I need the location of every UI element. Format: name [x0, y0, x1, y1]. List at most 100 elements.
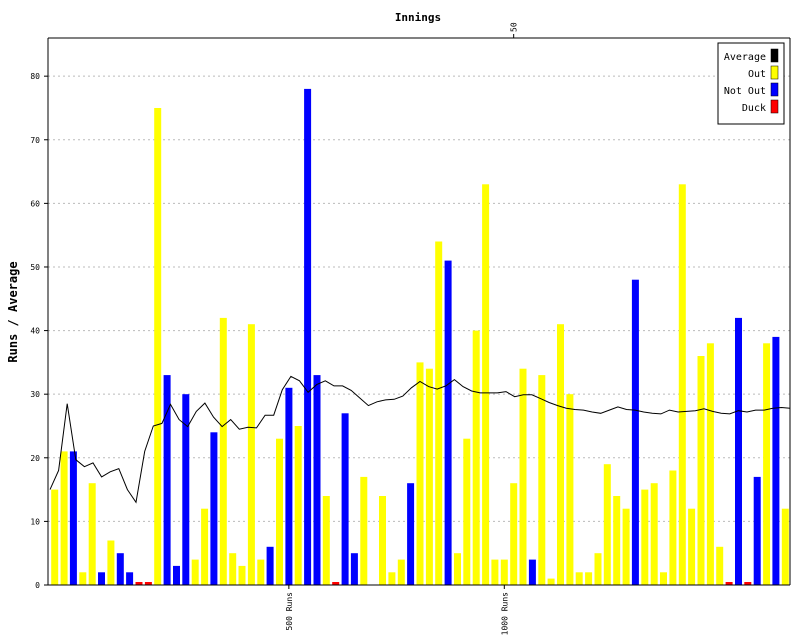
- y-tick-label: 20: [30, 454, 40, 463]
- bar-innings-8: [116, 553, 124, 585]
- bar-innings-61: [613, 496, 621, 585]
- bar-innings-73: [725, 582, 733, 585]
- bar-innings-20: [229, 553, 237, 585]
- bar-innings-40: [416, 362, 424, 585]
- bar-innings-42: [435, 241, 443, 585]
- bar-innings-3: [69, 451, 77, 585]
- bar-innings-74: [735, 317, 742, 585]
- bar-innings-11: [144, 582, 152, 585]
- axes: [47, 37, 791, 586]
- bar-innings-26: [285, 387, 293, 585]
- bar-innings-25: [276, 438, 283, 585]
- legend-swatch-not-out: [770, 82, 779, 97]
- bar-innings-1: [51, 489, 59, 585]
- y-tick-label: 0: [35, 581, 40, 590]
- legend-label-out: Out: [748, 69, 766, 80]
- bar-innings-30: [322, 496, 330, 585]
- y-axis-label: Runs / Average: [6, 261, 20, 362]
- bar-innings-67: [669, 470, 677, 585]
- bar-innings-17: [201, 508, 209, 585]
- bar-innings-15: [182, 394, 190, 585]
- bar-innings-72: [716, 546, 724, 585]
- average-line-layer: [49, 375, 791, 504]
- bar-innings-29: [313, 375, 321, 585]
- bar-innings-47: [482, 184, 490, 586]
- bar-innings-34: [360, 476, 368, 585]
- bar-innings-78: [772, 336, 780, 585]
- bar-innings-37: [388, 572, 396, 585]
- bar-innings-49: [500, 559, 508, 585]
- bar-innings-60: [603, 464, 611, 585]
- bar-innings-39: [407, 483, 415, 585]
- bar-innings-57: [575, 572, 583, 585]
- bar-innings-21: [238, 565, 246, 585]
- bar-innings-31: [332, 582, 340, 585]
- bars: [51, 88, 789, 586]
- bar-innings-45: [463, 438, 471, 585]
- bar-innings-24: [266, 546, 274, 585]
- bar-innings-12: [154, 108, 162, 585]
- average-line: [49, 375, 791, 504]
- bar-innings-43: [444, 260, 452, 585]
- bar-innings-27: [294, 426, 302, 585]
- y-tick-label: 50: [30, 263, 40, 272]
- bar-innings-4: [79, 572, 87, 585]
- bar-innings-44: [454, 553, 461, 585]
- bar-innings-51: [519, 368, 527, 585]
- legend-swatch-out: [770, 65, 779, 80]
- legend[interactable]: Average Out Not Out Duck: [717, 42, 785, 125]
- bar-innings-18: [210, 432, 218, 585]
- bar-innings-13: [163, 375, 171, 585]
- bar-innings-32: [341, 413, 349, 585]
- bar-innings-77: [763, 343, 771, 585]
- legend-label-average: Average: [724, 52, 766, 63]
- bar-innings-54: [547, 578, 555, 585]
- bar-innings-56: [566, 394, 574, 585]
- y-tick-label: 70: [30, 136, 40, 145]
- tick-labels: 0 10 20 30 40 50 60 70 80 50 500 Runs 1000 Runs: [30, 22, 518, 635]
- bar-innings-75: [744, 582, 752, 585]
- bar-innings-79: [781, 508, 789, 585]
- y-tick-label: 30: [30, 390, 40, 399]
- bar-innings-53: [538, 375, 546, 585]
- bar-innings-19: [219, 317, 227, 585]
- bar-innings-55: [557, 324, 564, 585]
- legend-swatch-average: [770, 48, 779, 63]
- bar-innings-59: [594, 553, 602, 585]
- bar-innings-16: [191, 559, 199, 585]
- bar-innings-70: [697, 356, 705, 585]
- bar-innings-28: [304, 88, 312, 586]
- legend-label-not-out: Not Out: [724, 86, 766, 97]
- bar-innings-9: [126, 572, 134, 585]
- chart-title: Innings: [395, 11, 441, 24]
- bar-innings-33: [350, 553, 358, 585]
- top-tick-label: 50: [510, 22, 519, 32]
- bar-innings-63: [631, 279, 639, 585]
- bar-innings-52: [528, 559, 536, 585]
- bar-innings-48: [491, 559, 499, 585]
- bar-innings-46: [472, 330, 480, 585]
- bottom-tick-label: 1000 Runs: [500, 592, 509, 636]
- y-tick-label: 80: [30, 72, 40, 81]
- bar-innings-62: [622, 508, 630, 585]
- legend-label-duck: Duck: [742, 103, 766, 114]
- bar-innings-68: [678, 184, 686, 586]
- y-tick-label: 40: [30, 327, 40, 336]
- legend-swatch-duck: [770, 99, 779, 114]
- bar-innings-2: [60, 451, 68, 585]
- y-tick-label: 10: [30, 517, 40, 526]
- bar-innings-64: [641, 489, 649, 585]
- y-tick-label: 60: [30, 199, 40, 208]
- bar-innings-14: [173, 565, 180, 585]
- bar-innings-22: [247, 324, 255, 585]
- bottom-tick-label: 500 Runs: [285, 592, 294, 631]
- bar-innings-65: [650, 483, 658, 585]
- bar-innings-58: [585, 572, 593, 585]
- bar-innings-23: [257, 559, 265, 585]
- bar-innings-50: [510, 483, 518, 585]
- bar-innings-7: [107, 540, 115, 585]
- bar-innings-6: [98, 572, 105, 585]
- bar-innings-66: [660, 572, 667, 585]
- bar-innings-10: [135, 582, 143, 585]
